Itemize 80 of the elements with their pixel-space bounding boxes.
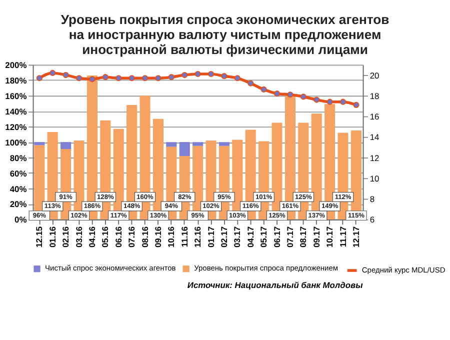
- x-tick-label: 12.17: [351, 226, 362, 248]
- y-tick-label: 120%: [5, 122, 28, 132]
- x-tick-label: 10.16: [166, 226, 176, 248]
- y-tick-label: 60%: [10, 168, 28, 178]
- bar: [34, 142, 45, 146]
- x-tick-label: 11.16: [179, 226, 190, 248]
- y-tick-label: 160%: [5, 90, 28, 101]
- point: [248, 80, 254, 86]
- point: [62, 72, 69, 78]
- x-tick-label: 03.16: [74, 226, 84, 248]
- x-tick-label: 12.16: [192, 226, 203, 248]
- point: [89, 76, 96, 82]
- point: [116, 75, 122, 82]
- y2-tick-label: 14: [370, 132, 380, 142]
- point: [274, 90, 280, 97]
- x-tick-label: 01.17: [206, 226, 216, 248]
- point: [326, 98, 333, 105]
- x-tick-label: 07.17: [285, 226, 296, 248]
- x-tick-label: 06.17: [272, 226, 282, 248]
- x-tick-label: 03.17: [232, 226, 242, 248]
- y-tick-label: 40%: [10, 184, 28, 194]
- bar: [166, 142, 177, 147]
- point: [194, 70, 201, 78]
- x-tick-label: 12.15: [34, 226, 44, 248]
- point: [168, 74, 174, 80]
- x-tick-label: 04.17: [245, 226, 256, 248]
- chart-title: Уровень покрытия спроса экономических агентов на иностранную валюту чистым предложением иностранной валюты физическими лицами: [60, 12, 390, 57]
- point: [221, 73, 228, 80]
- x-tick-label: 02.17: [219, 226, 230, 248]
- y2-tick-label: 16: [370, 112, 380, 122]
- x-tick-label: 04.16: [87, 226, 98, 248]
- bar: [60, 142, 72, 150]
- point: [102, 74, 108, 80]
- legend-label: Уровень покрытия спроса предложением: [194, 264, 338, 273]
- x-tick-label: 08.17: [298, 226, 308, 248]
- x-tick-label: 11.17: [338, 226, 348, 248]
- x-tick-label: 02.16: [60, 226, 71, 248]
- y-tick-label: 200%: [5, 60, 28, 70]
- x-tick-label: 05.17: [258, 226, 269, 248]
- y-tick-label: 180%: [5, 75, 28, 86]
- point: [142, 75, 148, 82]
- y-tick-label: 100%: [5, 137, 28, 148]
- point: [340, 98, 346, 105]
- y2-tick-label: 18: [370, 90, 380, 101]
- point: [50, 70, 56, 76]
- x-tick-label: 09.17: [311, 226, 322, 248]
- y2-tick-label: 20: [370, 70, 380, 80]
- bar: [192, 142, 204, 146]
- point: [208, 70, 214, 78]
- x-tick-label: 01.16: [47, 226, 58, 248]
- y2-tick-label: 6: [370, 214, 375, 225]
- point: [353, 102, 360, 108]
- bar: [218, 142, 230, 146]
- y2-tick-label: 10: [370, 173, 380, 184]
- point: [260, 86, 267, 92]
- legend-label: Чистый спрос экономических агентов: [45, 264, 176, 273]
- legend-label: Средний курс MDL/USD: [362, 265, 446, 274]
- point: [314, 96, 320, 103]
- point: [182, 72, 188, 78]
- point: [128, 75, 135, 82]
- y-tick-label: 0%: [14, 214, 28, 225]
- point: [234, 75, 240, 82]
- text: Источник: Национальный банк Молдовы: [187, 280, 364, 290]
- x-tick-label: 08.16: [140, 226, 150, 248]
- y-tick-label: 80%: [10, 152, 28, 163]
- x-tick-label: 07.16: [126, 226, 137, 248]
- point: [76, 75, 82, 82]
- x-tick-label: 10.17: [324, 226, 335, 248]
- point: [36, 75, 42, 82]
- y-tick-label: 140%: [5, 106, 28, 116]
- y2-tick-label: 8: [370, 194, 375, 204]
- point: [155, 75, 162, 82]
- x-tick-label: 05.16: [100, 226, 110, 248]
- point: [287, 92, 294, 98]
- y-tick-label: 20%: [10, 199, 28, 210]
- y2-tick-label: 12: [370, 152, 380, 163]
- point: [300, 94, 306, 100]
- x-tick-label: 06.16: [113, 226, 124, 248]
- x-tick-label: 09.16: [153, 226, 164, 248]
- bar: [179, 142, 190, 156]
